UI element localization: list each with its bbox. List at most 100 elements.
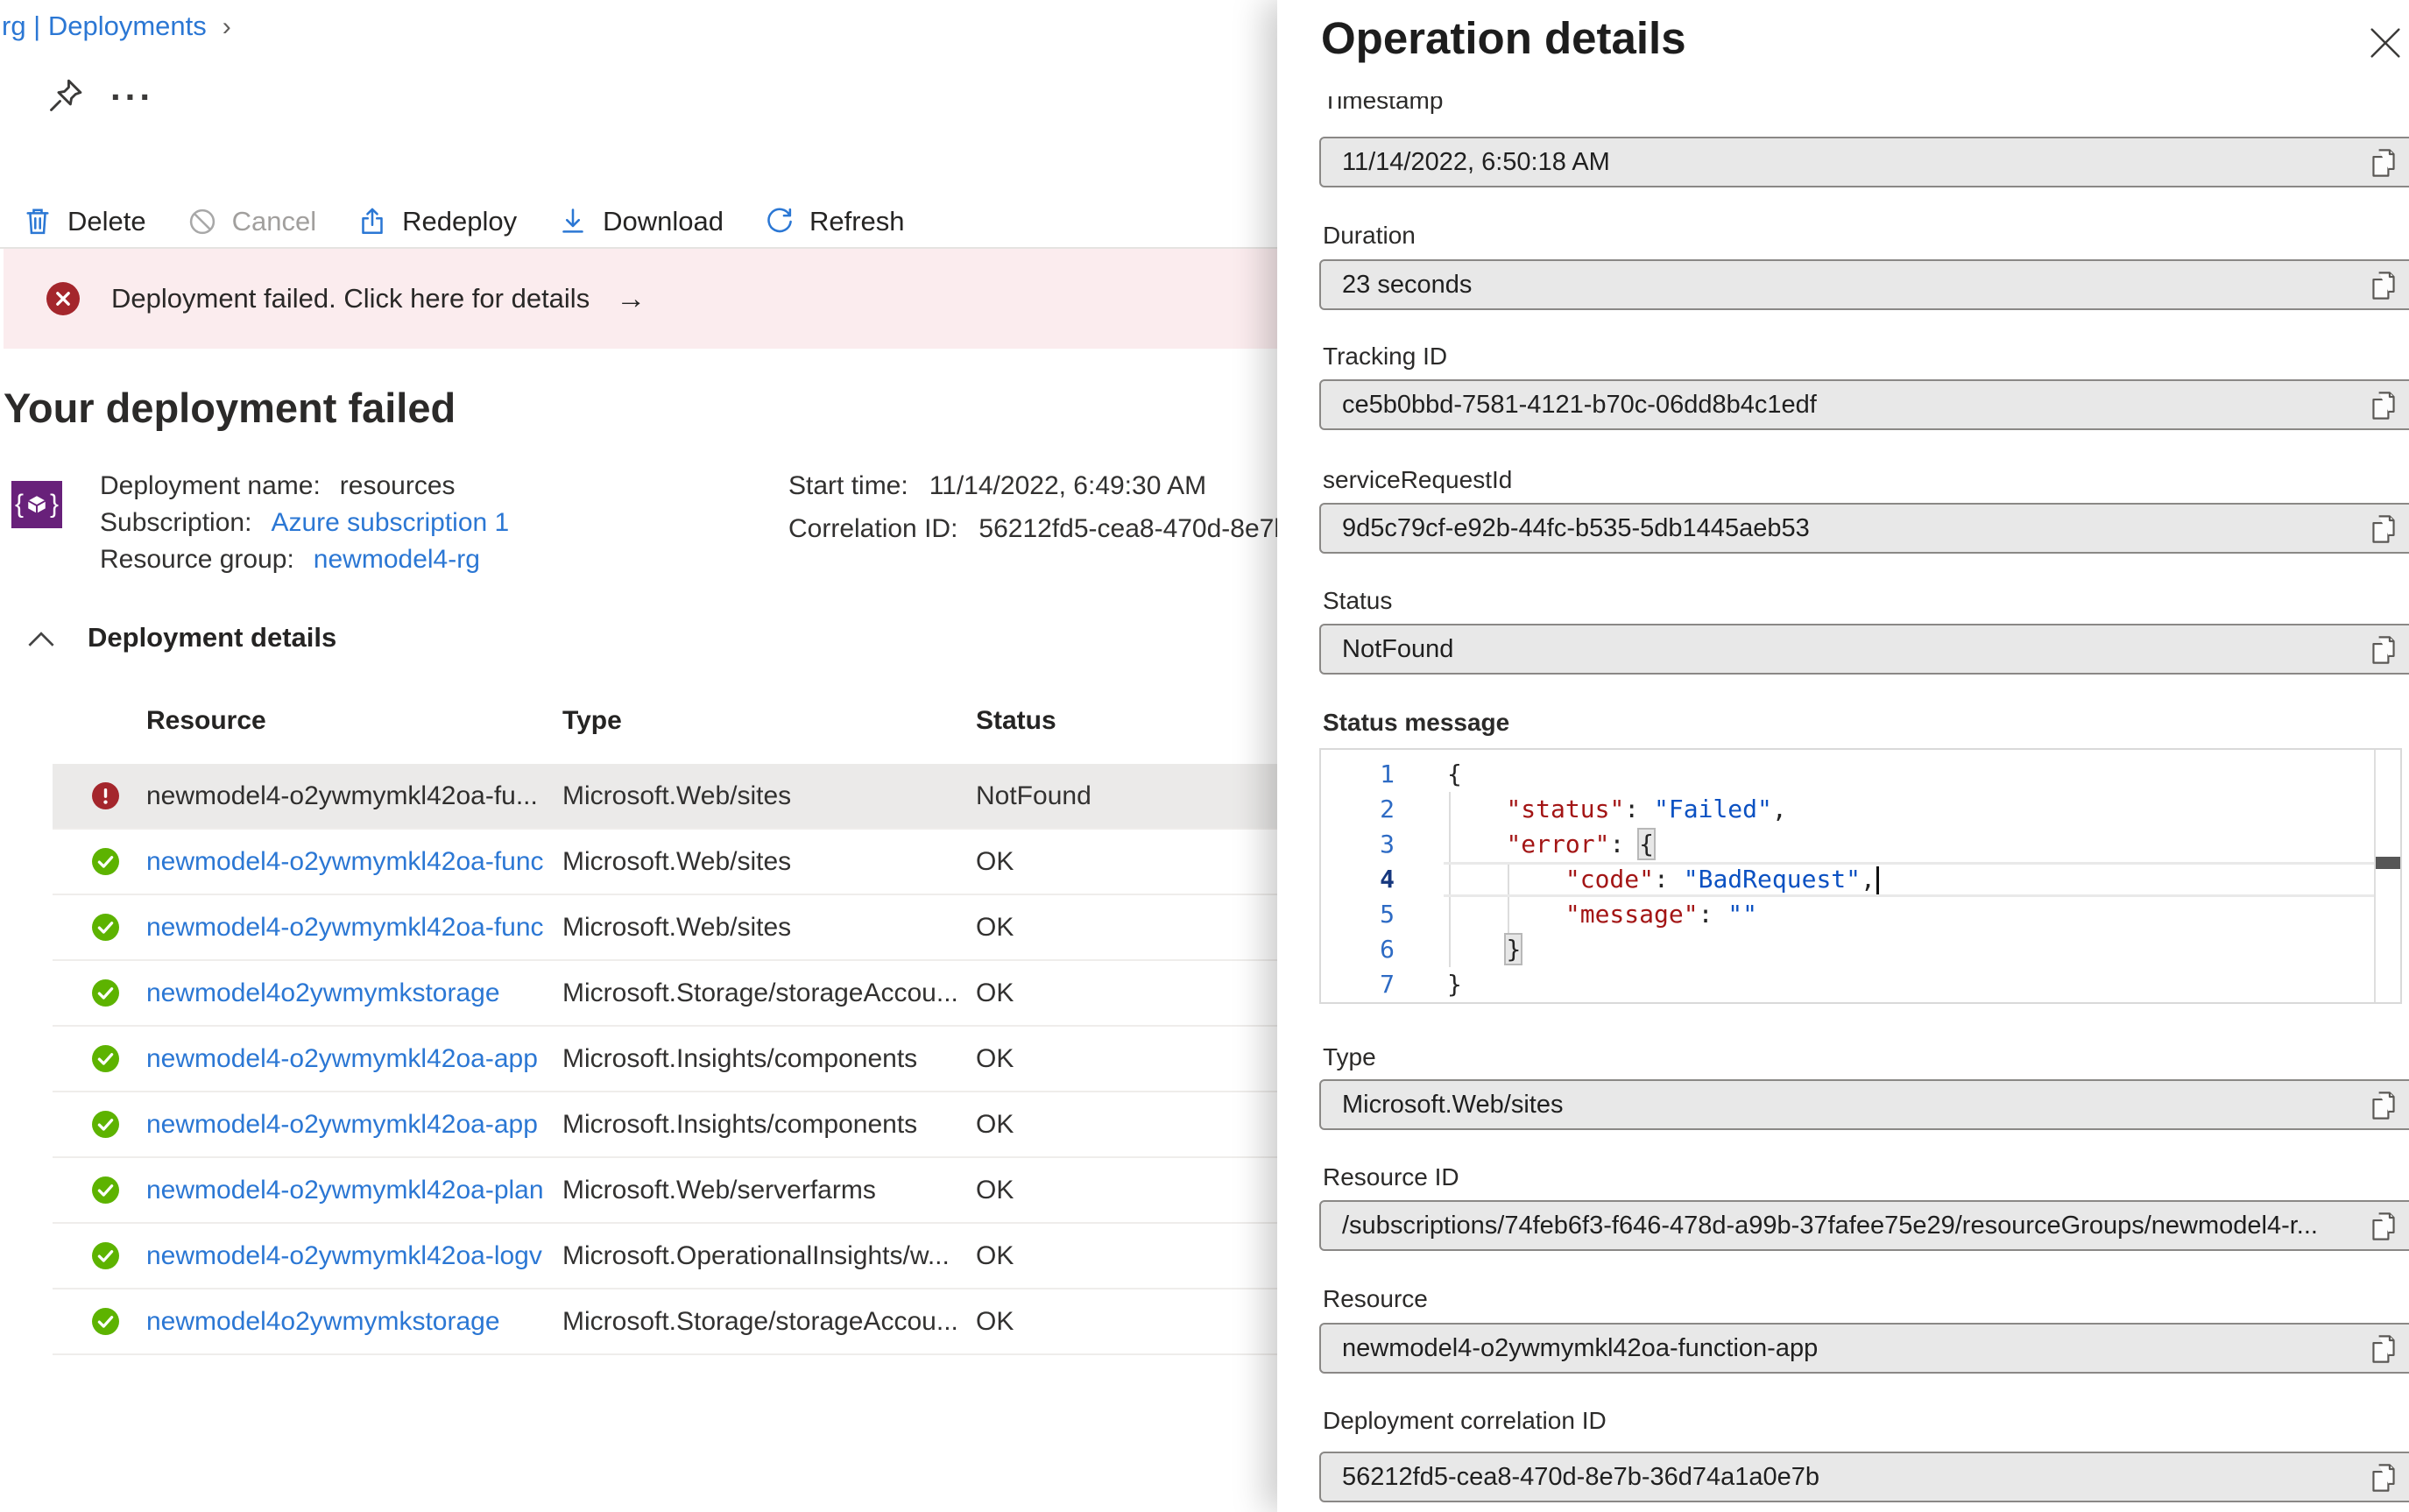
status-message-code-editor[interactable]: 1 2 3 4 5 6 7 { "status": "Failed", "error": {… [1319, 748, 2402, 1004]
copy-icon[interactable] [2367, 388, 2400, 423]
type-cell: Microsoft.Insights/components [562, 1044, 918, 1073]
subscription-label: Subscription: [100, 508, 252, 537]
deployment-details-table: newmodel4-o2ywmymkl42oa-fu... Microsoft.W… [53, 764, 1281, 1355]
arm-deployment-icon: { } [11, 481, 62, 528]
copy-icon[interactable] [2367, 145, 2400, 180]
collapse-chevron-icon[interactable] [26, 629, 56, 654]
deployment-essentials: Deployment name: resources Subscription: A… [100, 468, 509, 578]
success-status-icon [92, 1176, 119, 1204]
resource-cell[interactable]: newmodel4-o2ywmymkl42oa-app [146, 1110, 538, 1139]
chevron-right-icon: › [222, 12, 231, 41]
breadcrumb-deployments-link[interactable]: rg | Deployments [2, 11, 207, 41]
resource-cell[interactable]: newmodel4-o2ywmymkl42oa-app [146, 1044, 538, 1073]
close-icon[interactable] [2365, 23, 2405, 63]
type-field[interactable]: Microsoft.Web/sites [1319, 1079, 2409, 1130]
resource-cell[interactable]: newmodel4-o2ywmymkl42oa-func [146, 913, 544, 942]
tracking-id-label: Tracking ID [1323, 343, 1448, 370]
table-row[interactable]: newmodel4o2ywmymkstorage Microsoft.Storag… [53, 1289, 1281, 1355]
type-label: Type [1323, 1043, 1376, 1070]
deployment-correlation-id-field[interactable]: 56212fd5-cea8-470d-8e7b-36d74a1a0e7b [1319, 1452, 2409, 1502]
download-button[interactable]: Download [557, 206, 724, 237]
delete-button[interactable]: Delete [22, 206, 146, 237]
code-line: "code": "BadRequest", [1447, 862, 2370, 897]
type-cell: Microsoft.Web/sites [562, 847, 792, 876]
resource-field[interactable]: newmodel4-o2ywmymkl42oa-function-app [1319, 1323, 2409, 1374]
more-icon[interactable]: ... [110, 67, 155, 108]
arrow-right-icon: → [616, 281, 646, 315]
copy-icon[interactable] [2367, 1088, 2400, 1123]
status-cell: OK [976, 1110, 1014, 1139]
copy-icon[interactable] [2367, 512, 2400, 547]
text-cursor [1876, 866, 1879, 894]
duration-field[interactable]: 23 seconds [1319, 259, 2409, 310]
resource-cell[interactable]: newmodel4o2ywmymkstorage [146, 1307, 500, 1336]
table-row[interactable]: newmodel4-o2ywmymkl42oa-app Microsoft.Ins… [53, 1027, 1281, 1092]
panel-title: Operation details [1321, 13, 1686, 63]
code-line: } [1447, 970, 1462, 999]
resource-cell[interactable]: newmodel4o2ywmymkstorage [146, 979, 500, 1007]
service-request-id-field[interactable]: 9d5c79cf-e92b-44fc-b535-5db1445aeb53 [1319, 503, 2409, 554]
copy-icon[interactable] [2367, 632, 2400, 668]
table-row[interactable]: newmodel4o2ywmymkstorage Microsoft.Storag… [53, 961, 1281, 1027]
correlation-id-value: 56212fd5-cea8-470d-8e7b-36d74a1a0e7b [978, 514, 1277, 543]
resource-cell[interactable]: newmodel4-o2ywmymkl42oa-func [146, 847, 544, 876]
type-cell: Microsoft.Storage/storageAccou... [562, 1307, 958, 1336]
type-cell: Microsoft.Web/sites [562, 781, 792, 810]
code-line: "status": "Failed", [1506, 795, 1787, 823]
status-cell: OK [976, 1044, 1014, 1073]
copy-icon[interactable] [2367, 1332, 2400, 1367]
resource-group-label: Resource group: [100, 545, 294, 574]
line-number-gutter: 1 2 3 4 5 6 7 [1321, 757, 1395, 1002]
start-time-label: Start time: [788, 471, 908, 500]
table-row[interactable]: newmodel4-o2ywmymkl42oa-fu... Microsoft.W… [53, 764, 1281, 830]
redeploy-button[interactable]: Redeploy [357, 206, 517, 237]
resource-label: Resource [1323, 1285, 1428, 1312]
resource-id-value: /subscriptions/74feb6f3-f646-478d-a99b-3… [1342, 1211, 2318, 1240]
deployment-name-label: Deployment name: [100, 471, 321, 500]
timestamp-field[interactable]: 11/14/2022, 6:50:18 AM [1319, 137, 2409, 187]
column-header-type[interactable]: Type [562, 706, 622, 735]
copy-icon[interactable] [2367, 1460, 2400, 1495]
line-number: 7 [1380, 970, 1395, 999]
toolbar-divider [0, 247, 1288, 249]
code-line: { [1447, 760, 1462, 788]
line-number: 3 [1380, 830, 1395, 858]
status-cell: OK [976, 1241, 1014, 1270]
pin-icon[interactable] [46, 75, 86, 116]
line-number: 4 [1380, 865, 1395, 894]
correlation-id-label: Correlation ID: [788, 514, 958, 543]
code-line: "error": { [1506, 828, 1657, 860]
deployment-correlation-id-value: 56212fd5-cea8-470d-8e7b-36d74a1a0e7b [1342, 1462, 1820, 1491]
column-header-status[interactable]: Status [976, 706, 1056, 735]
start-time-row: Start time: 11/14/2022, 6:49:30 AM [788, 468, 1206, 505]
type-cell: Microsoft.Storage/storageAccou... [562, 979, 958, 1007]
duration-value: 23 seconds [1342, 270, 1473, 299]
success-status-icon [92, 1045, 119, 1072]
overview-ruler[interactable] [2374, 750, 2400, 1002]
success-status-icon [92, 1111, 119, 1138]
type-cell: Microsoft.OperationalInsights/w... [562, 1241, 950, 1270]
table-row[interactable]: newmodel4-o2ywmymkl42oa-app Microsoft.Ins… [53, 1092, 1281, 1158]
table-row[interactable]: newmodel4-o2ywmymkl42oa-func Microsoft.We… [53, 895, 1281, 961]
copy-icon[interactable] [2367, 268, 2400, 303]
resource-group-link[interactable]: newmodel4-rg [313, 545, 480, 574]
deployment-failed-banner[interactable]: Deployment failed. Click here for detail… [4, 249, 1288, 349]
status-field[interactable]: NotFound [1319, 624, 2409, 675]
status-label: Status [1323, 587, 1393, 614]
copy-icon[interactable] [2367, 1209, 2400, 1244]
tracking-id-field[interactable]: ce5b0bbd-7581-4121-b70c-06dd8b4c1edf [1319, 379, 2409, 430]
redeploy-icon [357, 206, 388, 237]
page-title: Your deployment failed [4, 385, 456, 431]
table-row[interactable]: newmodel4-o2ywmymkl42oa-logv Microsoft.Op… [53, 1224, 1281, 1289]
panel-scroll-area[interactable]: Timestamp 11/14/2022, 6:50:18 AM Duratio… [1277, 96, 2409, 1512]
table-row[interactable]: newmodel4-o2ywmymkl42oa-func Microsoft.We… [53, 830, 1281, 895]
resource-id-field[interactable]: /subscriptions/74feb6f3-f646-478d-a99b-3… [1319, 1200, 2409, 1251]
status-value: NotFound [1342, 634, 1454, 663]
deployment-details-header[interactable]: Deployment details [88, 622, 337, 653]
refresh-button[interactable]: Refresh [764, 206, 905, 237]
resource-cell[interactable]: newmodel4-o2ywmymkl42oa-plan [146, 1176, 544, 1205]
column-header-resource[interactable]: Resource [146, 706, 266, 735]
table-row[interactable]: newmodel4-o2ywmymkl42oa-plan Microsoft.We… [53, 1158, 1281, 1224]
resource-cell[interactable]: newmodel4-o2ywmymkl42oa-logv [146, 1241, 542, 1270]
subscription-link[interactable]: Azure subscription 1 [271, 508, 510, 537]
